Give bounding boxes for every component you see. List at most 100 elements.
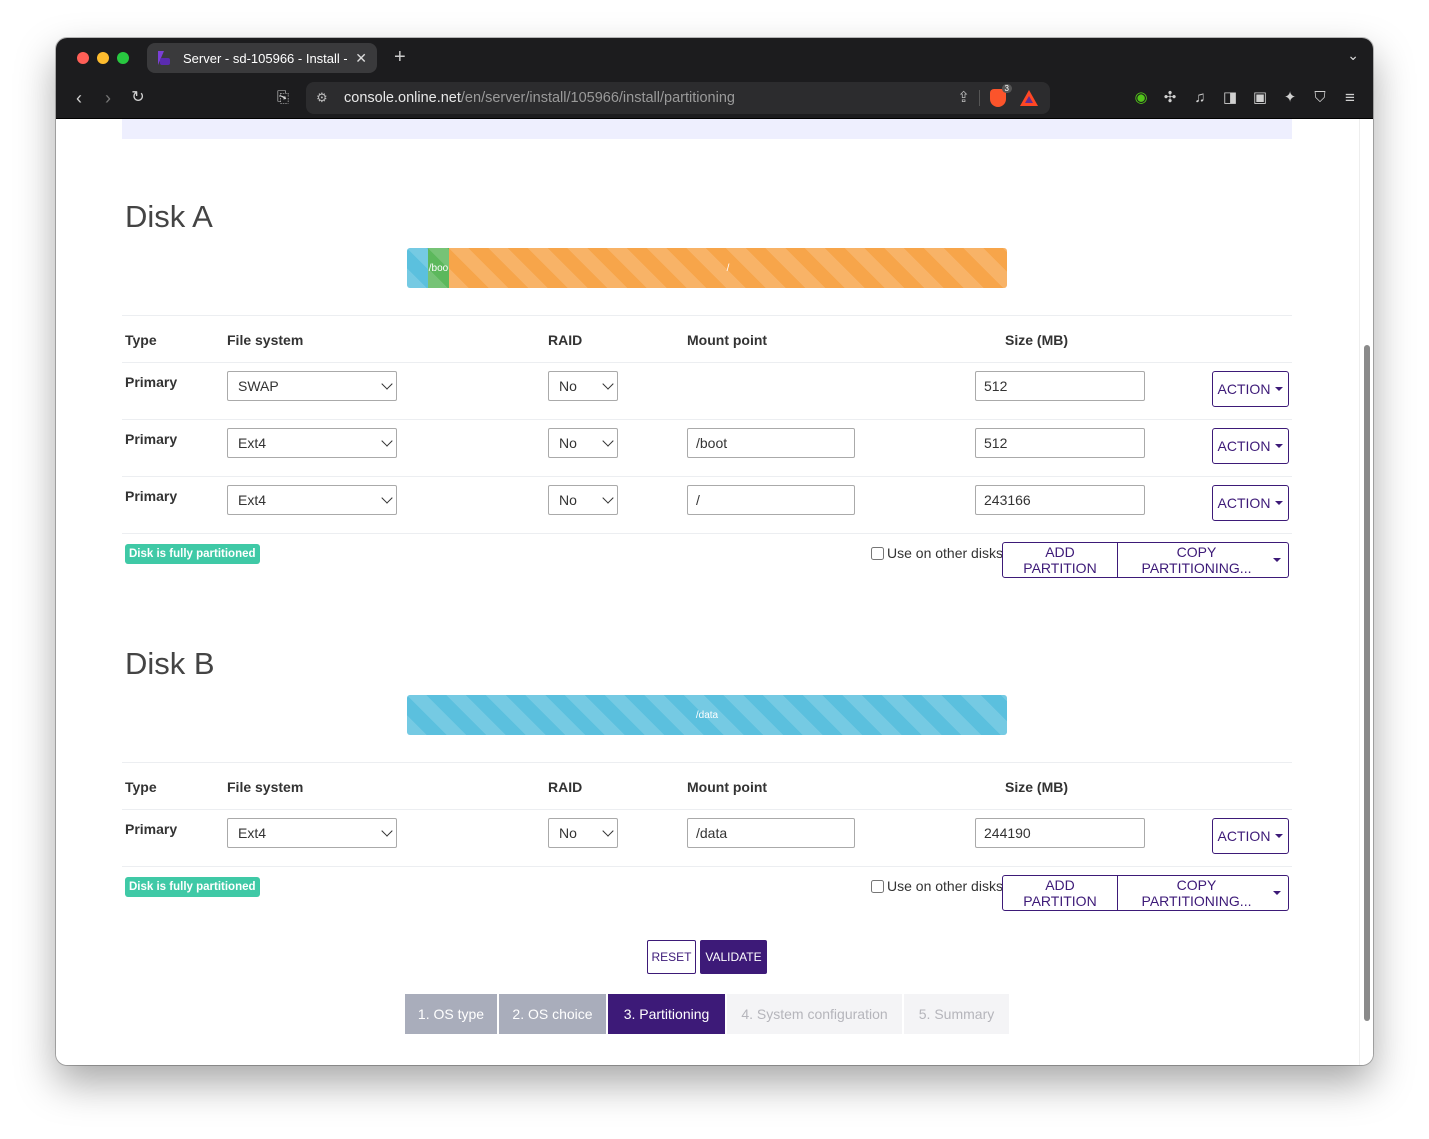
chevron-down-icon[interactable]: ⌄ — [1347, 47, 1359, 63]
partition-type: Primary — [125, 488, 178, 504]
info-banner — [122, 119, 1292, 139]
puzzle-icon[interactable]: ✣ — [1163, 89, 1177, 106]
browser-window: Server - sd-105966 - Install - ✕ + ⌄ ‹ ›… — [56, 38, 1373, 1065]
step-os-choice[interactable]: 2. OS choice — [499, 994, 606, 1034]
disk-a-title: Disk A — [125, 199, 213, 234]
size-input[interactable] — [975, 818, 1145, 848]
brave-shields-icon[interactable] — [990, 89, 1006, 107]
partition-type: Primary — [125, 821, 178, 837]
action-button[interactable]: ACTION — [1212, 371, 1289, 407]
reset-button[interactable]: RESET — [647, 940, 696, 974]
site-favicon-icon — [157, 51, 171, 65]
page-scrollbar[interactable] — [1359, 119, 1373, 1065]
use-on-other-disks-checkbox[interactable] — [871, 879, 884, 893]
disk-a-usage-bar: /boo / — [407, 248, 1007, 288]
step-summary: 5. Summary — [904, 994, 1009, 1034]
disk-a-swap-segment — [407, 248, 428, 288]
col-header-file-system: File system — [227, 779, 304, 795]
use-on-other-disks-checkbox[interactable] — [871, 546, 884, 560]
disk-b-button-group: ADD PARTITION COPY PARTITIONING... — [1002, 875, 1289, 911]
close-tab-icon[interactable]: ✕ — [355, 49, 367, 66]
size-input[interactable] — [975, 485, 1145, 515]
file-system-select[interactable]: Ext4 — [227, 818, 397, 848]
step-partitioning: 3. Partitioning — [608, 994, 725, 1034]
copy-partitioning-button[interactable]: COPY PARTITIONING... — [1118, 542, 1289, 578]
file-system-select[interactable]: Ext4 — [227, 428, 397, 458]
action-button[interactable]: ACTION — [1212, 428, 1289, 464]
raid-select[interactable]: No — [548, 371, 618, 401]
raid-select[interactable]: No — [548, 818, 618, 848]
size-input[interactable] — [975, 428, 1145, 458]
disk-b-usage-bar: /data — [407, 695, 1007, 735]
mount-point-input[interactable] — [687, 818, 855, 848]
sidebar-icon[interactable]: ◨ — [1222, 89, 1238, 106]
mount-point-input[interactable] — [687, 428, 855, 458]
action-button[interactable]: ACTION — [1212, 818, 1289, 854]
col-header-type: Type — [125, 779, 157, 795]
partition-type: Primary — [125, 374, 178, 390]
col-header-raid: RAID — [548, 332, 583, 348]
wallet-icon[interactable]: ▣ — [1252, 89, 1268, 106]
caret-down-icon — [1273, 558, 1281, 562]
caret-down-icon — [1275, 834, 1284, 838]
close-window-button[interactable] — [77, 52, 89, 64]
page-content: Disk A /boo / Type File system RAID Moun… — [56, 119, 1359, 1065]
tab-bar: Server - sd-105966 - Install - ✕ + ⌄ — [56, 38, 1373, 78]
caret-down-icon — [1275, 501, 1284, 505]
site-settings-icon[interactable]: ⚙ — [316, 90, 328, 105]
file-system-select[interactable]: Ext4 — [227, 485, 397, 515]
action-button[interactable]: ACTION — [1212, 485, 1289, 521]
partition-type: Primary — [125, 431, 178, 447]
mount-point-input[interactable] — [687, 485, 855, 515]
validate-button[interactable]: VALIDATE — [700, 940, 767, 974]
col-header-size: Size (MB) — [1005, 332, 1068, 348]
bookmark-icon[interactable]: ⎘ — [276, 89, 289, 106]
col-header-type: Type — [125, 332, 157, 348]
caret-down-icon — [1275, 444, 1284, 448]
share-icon[interactable]: ⇪ — [957, 89, 970, 106]
status-badge: Disk is fully partitioned — [125, 877, 260, 897]
install-steps: 1. OS type 2. OS choice 3. Partitioning … — [405, 994, 1009, 1034]
size-input[interactable] — [975, 371, 1145, 401]
disk-a-boot-segment: /boo — [428, 248, 449, 288]
browser-tab[interactable]: Server - sd-105966 - Install - ✕ — [147, 43, 377, 73]
maximize-window-button[interactable] — [117, 52, 129, 64]
col-header-mount-point: Mount point — [687, 779, 768, 795]
disk-a-root-segment: / — [449, 248, 1007, 288]
scrollbar-thumb[interactable] — [1364, 345, 1370, 1021]
col-header-size: Size (MB) — [1005, 779, 1068, 795]
add-partition-button[interactable]: ADD PARTITION — [1002, 542, 1118, 578]
disk-b-data-segment: /data — [407, 695, 1007, 735]
raid-select[interactable]: No — [548, 428, 618, 458]
disk-b-title: Disk B — [125, 646, 215, 681]
add-partition-button[interactable]: ADD PARTITION — [1002, 875, 1118, 911]
use-on-other-disks[interactable]: Use on other disks — [871, 545, 1003, 561]
col-header-mount-point: Mount point — [687, 332, 768, 348]
caret-down-icon — [1273, 891, 1281, 895]
vpn-shield-icon[interactable]: ⛉ — [1314, 89, 1326, 106]
step-system-configuration: 4. System configuration — [727, 994, 902, 1034]
url-text[interactable]: console.online.net/en/server/install/105… — [344, 90, 735, 106]
step-os-type[interactable]: 1. OS type — [405, 994, 497, 1034]
col-header-raid: RAID — [548, 779, 583, 795]
new-tab-icon[interactable]: + — [394, 46, 406, 68]
disk-a-button-group: ADD PARTITION COPY PARTITIONING... — [1002, 542, 1289, 578]
brave-rewards-icon[interactable] — [1020, 90, 1038, 106]
raid-select[interactable]: No — [548, 485, 618, 515]
copy-partitioning-button[interactable]: COPY PARTITIONING... — [1118, 875, 1289, 911]
reload-icon[interactable]: ↻ — [131, 89, 145, 106]
extension-icon[interactable]: ◉ — [1134, 89, 1148, 106]
music-icon[interactable]: ♫ — [1194, 89, 1206, 106]
address-bar[interactable]: ⚙ console.online.net/en/server/install/1… — [306, 82, 1050, 114]
browser-toolbar: ‹ › ↻ ⎘ ⚙ console.online.net/en/server/i… — [56, 78, 1373, 119]
file-system-select[interactable]: SWAP — [227, 371, 397, 401]
forward-icon[interactable]: › — [105, 88, 111, 108]
col-header-file-system: File system — [227, 332, 304, 348]
minimize-window-button[interactable] — [97, 52, 109, 64]
menu-icon[interactable]: ≡ — [1345, 88, 1355, 107]
back-icon[interactable]: ‹ — [76, 88, 82, 108]
leo-ai-icon[interactable]: ✦ — [1283, 89, 1297, 106]
caret-down-icon — [1275, 387, 1284, 391]
use-on-other-disks[interactable]: Use on other disks — [871, 878, 1003, 894]
shields-count-badge: 3 — [1001, 84, 1012, 93]
